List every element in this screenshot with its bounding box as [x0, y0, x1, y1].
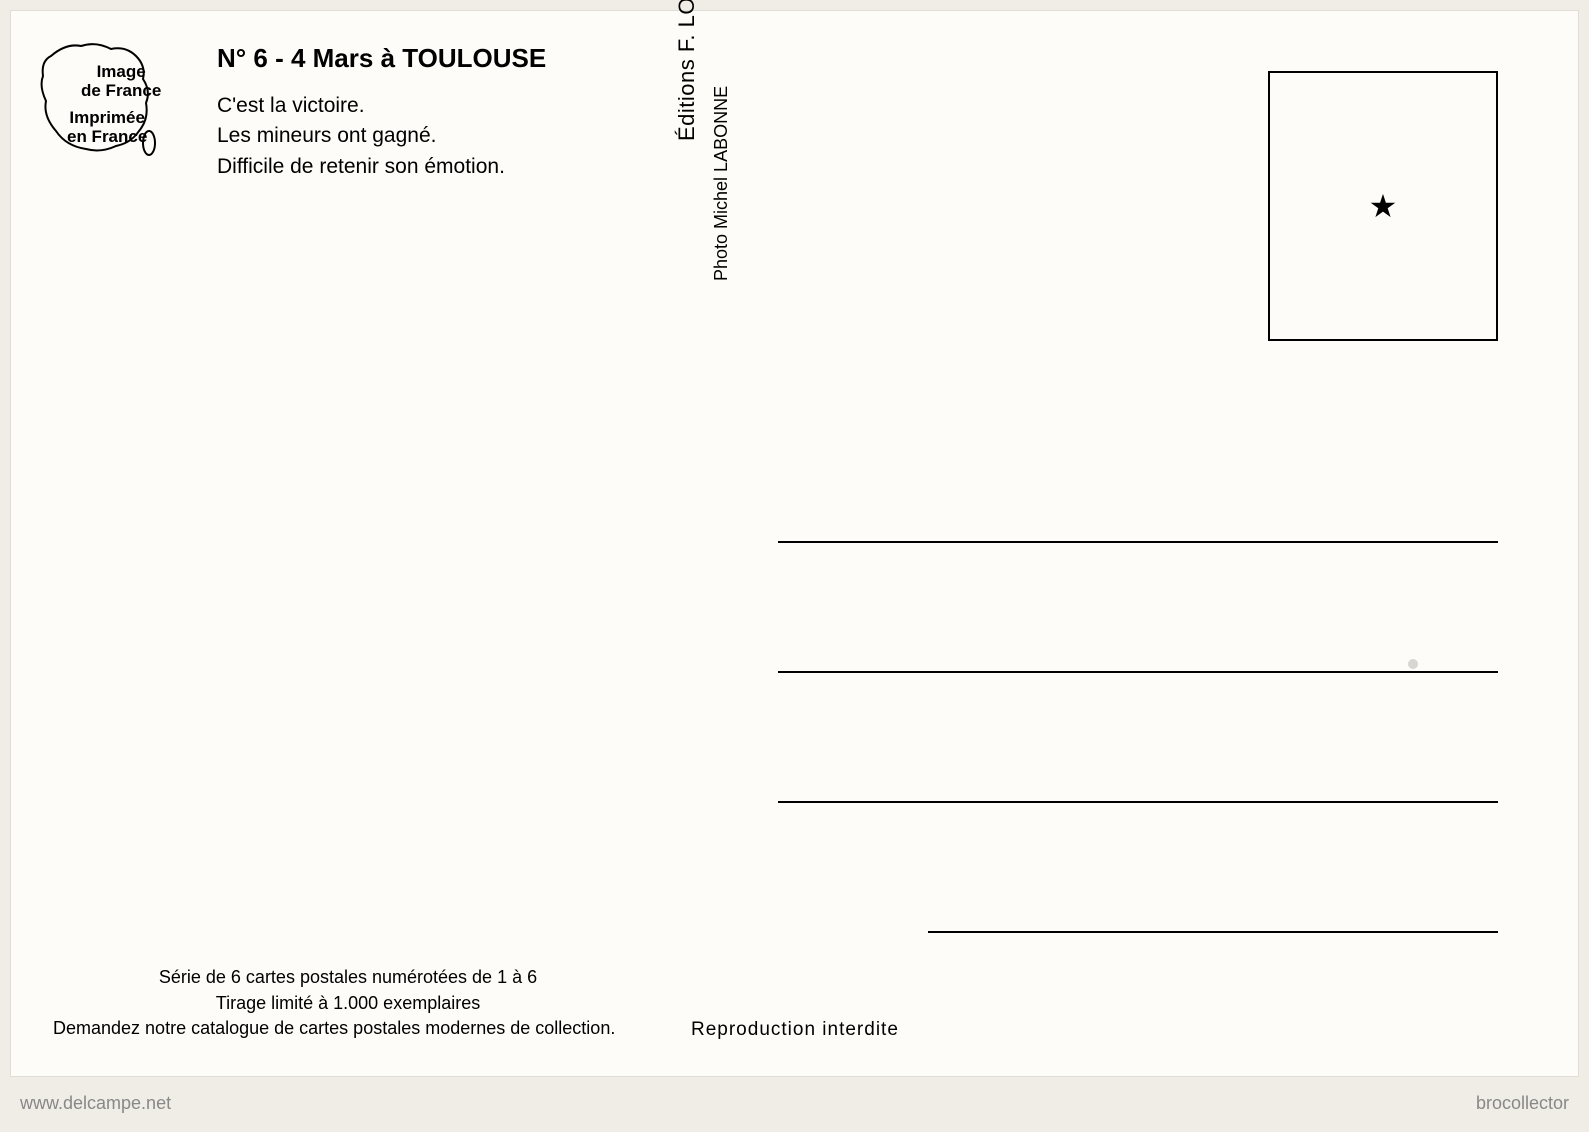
watermark-url: www.delcampe.net	[20, 1093, 171, 1114]
paper-smudge	[1408, 659, 1418, 669]
address-line-4	[928, 931, 1498, 933]
reproduction-notice: Reproduction interdite	[691, 1019, 899, 1041]
address-line-2	[778, 671, 1498, 673]
card-title: N° 6 - 4 Mars à TOULOUSE	[217, 43, 546, 74]
badge-text-bottom: Imprimée en France	[67, 109, 147, 146]
address-line-1	[778, 541, 1498, 543]
stamp-placeholder: ★	[1268, 71, 1498, 341]
publisher-credit: Éditions F. LOUBATIÈRES, 22, rue Héliot,…	[674, 0, 704, 141]
france-outline-badge: Image de France Imprimée en France	[31, 31, 166, 161]
star-icon: ★	[1369, 187, 1398, 225]
postcard-back: Image de France Imprimée en France N° 6 …	[10, 10, 1579, 1077]
footer-series-info: Série de 6 cartes postales numérotées de…	[53, 965, 643, 1041]
photo-credit: Photo Michel LABONNE	[711, 0, 735, 281]
collector-branding: brocollector	[1476, 1093, 1569, 1114]
address-line-3	[778, 801, 1498, 803]
badge-text-top: Image de France	[81, 63, 161, 100]
card-description: C'est la victoire. Les mineurs ont gagné…	[217, 91, 505, 182]
